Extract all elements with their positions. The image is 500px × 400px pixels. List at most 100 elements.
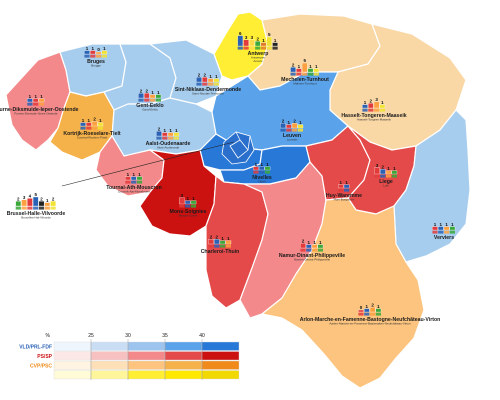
party-swatch	[50, 206, 56, 210]
seat-count: 1	[169, 128, 172, 133]
region-mons[interactable]	[139, 149, 217, 237]
seat-bar	[385, 170, 392, 175]
seat-bar	[311, 244, 318, 249]
seat-count: 3	[245, 35, 248, 40]
party-swatch	[249, 46, 255, 50]
constituency-name: Bruges	[87, 59, 105, 65]
seat-bar	[375, 308, 382, 313]
party-swatch	[179, 204, 185, 208]
seat-count: 1	[274, 38, 277, 43]
seat-bar	[297, 124, 304, 129]
seat-count: 1	[381, 100, 384, 105]
party-swatch	[292, 128, 298, 132]
seat-bar	[90, 50, 96, 55]
constituency-subname: Bergen-Zinnik	[179, 214, 198, 218]
seat-count: 1	[393, 166, 396, 171]
legend-swatch	[201, 360, 240, 370]
seat-bar	[373, 101, 380, 109]
constituency-subname: Nijvel	[258, 180, 266, 184]
party-swatch	[280, 128, 286, 132]
seat-bar	[138, 93, 144, 99]
legend-party-name: PS/SP	[37, 354, 52, 360]
constituency-name: Mechelen-Turnhout	[281, 77, 329, 83]
constituency-label-brussels: 2 3 4 52 1 2Brussel-Halle-VilvoordeBruxelles-…	[7, 192, 66, 219]
seat-count: 0	[97, 47, 100, 52]
seat-bar	[225, 240, 232, 245]
seat-count: 1	[82, 118, 85, 123]
seat-count: 1	[209, 74, 212, 79]
seat-bar	[15, 201, 22, 207]
seat-bar	[149, 94, 156, 99]
party-swatch	[155, 98, 161, 102]
seat-count: 1	[138, 172, 141, 177]
party-swatch	[374, 108, 380, 112]
seat-count: 1	[260, 162, 263, 167]
seat-count: 1	[313, 240, 316, 245]
seat-bar	[291, 123, 298, 129]
seat-bar	[449, 226, 456, 231]
seat-count: 1	[221, 236, 224, 241]
constituency-name: Aalst-Oudenaarde	[146, 141, 191, 147]
region-arlon[interactable]	[261, 197, 425, 389]
seat-bar	[237, 35, 244, 47]
seat-bar	[369, 307, 376, 313]
seat-bar	[364, 308, 370, 313]
party-swatch	[364, 312, 370, 316]
seat-bar	[167, 132, 174, 137]
party-swatch	[168, 136, 174, 140]
seat-bar	[155, 94, 162, 99]
seat-bar	[290, 67, 296, 73]
seat-count: 1	[151, 90, 154, 95]
constituency-name: Tournai-Ath-Mouscron	[106, 185, 162, 191]
legend-party-name: CVP/PSC	[30, 364, 52, 370]
seat-bar	[80, 122, 86, 127]
seat-bar	[300, 243, 306, 249]
seat-count: 5	[303, 58, 306, 63]
seat-bar	[190, 200, 197, 205]
constituency-subname-2: Anvers	[253, 59, 263, 63]
legend-party-name: VLD/PRL-FDF	[19, 345, 52, 351]
party-swatch	[156, 136, 162, 140]
legend-swatch	[201, 351, 240, 361]
party-swatch	[27, 206, 33, 210]
constituency-name: Hasselt-Tongeren-Maaseik	[341, 113, 406, 119]
constituency-subname: Hoei-Borgworm	[334, 198, 355, 202]
constituency-label-sintniklaas: 2 2 1 1Sint-Niklaas-DendermondeSaint-Nicola…	[175, 72, 241, 95]
party-swatch	[438, 230, 444, 234]
seat-bar	[286, 124, 292, 129]
legend-swatch	[164, 351, 203, 361]
party-swatch	[86, 126, 92, 130]
seat-bar	[21, 199, 27, 207]
seat-bar	[202, 77, 208, 83]
party-swatch	[297, 128, 303, 132]
legend-swatch	[53, 341, 92, 351]
party-swatch	[136, 180, 143, 184]
seat-bar	[184, 200, 191, 205]
seat-bar	[391, 170, 398, 175]
party-swatch	[344, 188, 350, 192]
constituency-subname: Hasselt-Tongres-Maaseik	[357, 118, 391, 122]
seat-bar	[343, 184, 350, 189]
constituency-subname: Saint-Nicolas-Termonde	[192, 92, 224, 96]
seat-count: 1	[387, 166, 390, 171]
seat-bar	[280, 123, 286, 129]
party-swatch	[391, 174, 397, 178]
seat-count: 1	[164, 128, 167, 133]
party-swatch	[15, 206, 21, 210]
seat-count: 1	[451, 222, 454, 227]
seat-count: 2	[371, 302, 374, 307]
party-swatch	[290, 72, 296, 76]
region-verviers[interactable]	[393, 109, 471, 263]
party-swatch	[138, 98, 144, 102]
constituency-subname: Alost-Audenarde	[157, 146, 180, 150]
party-swatch	[144, 98, 150, 102]
legend-tick: 35	[162, 333, 168, 339]
seat-bar	[38, 98, 45, 103]
